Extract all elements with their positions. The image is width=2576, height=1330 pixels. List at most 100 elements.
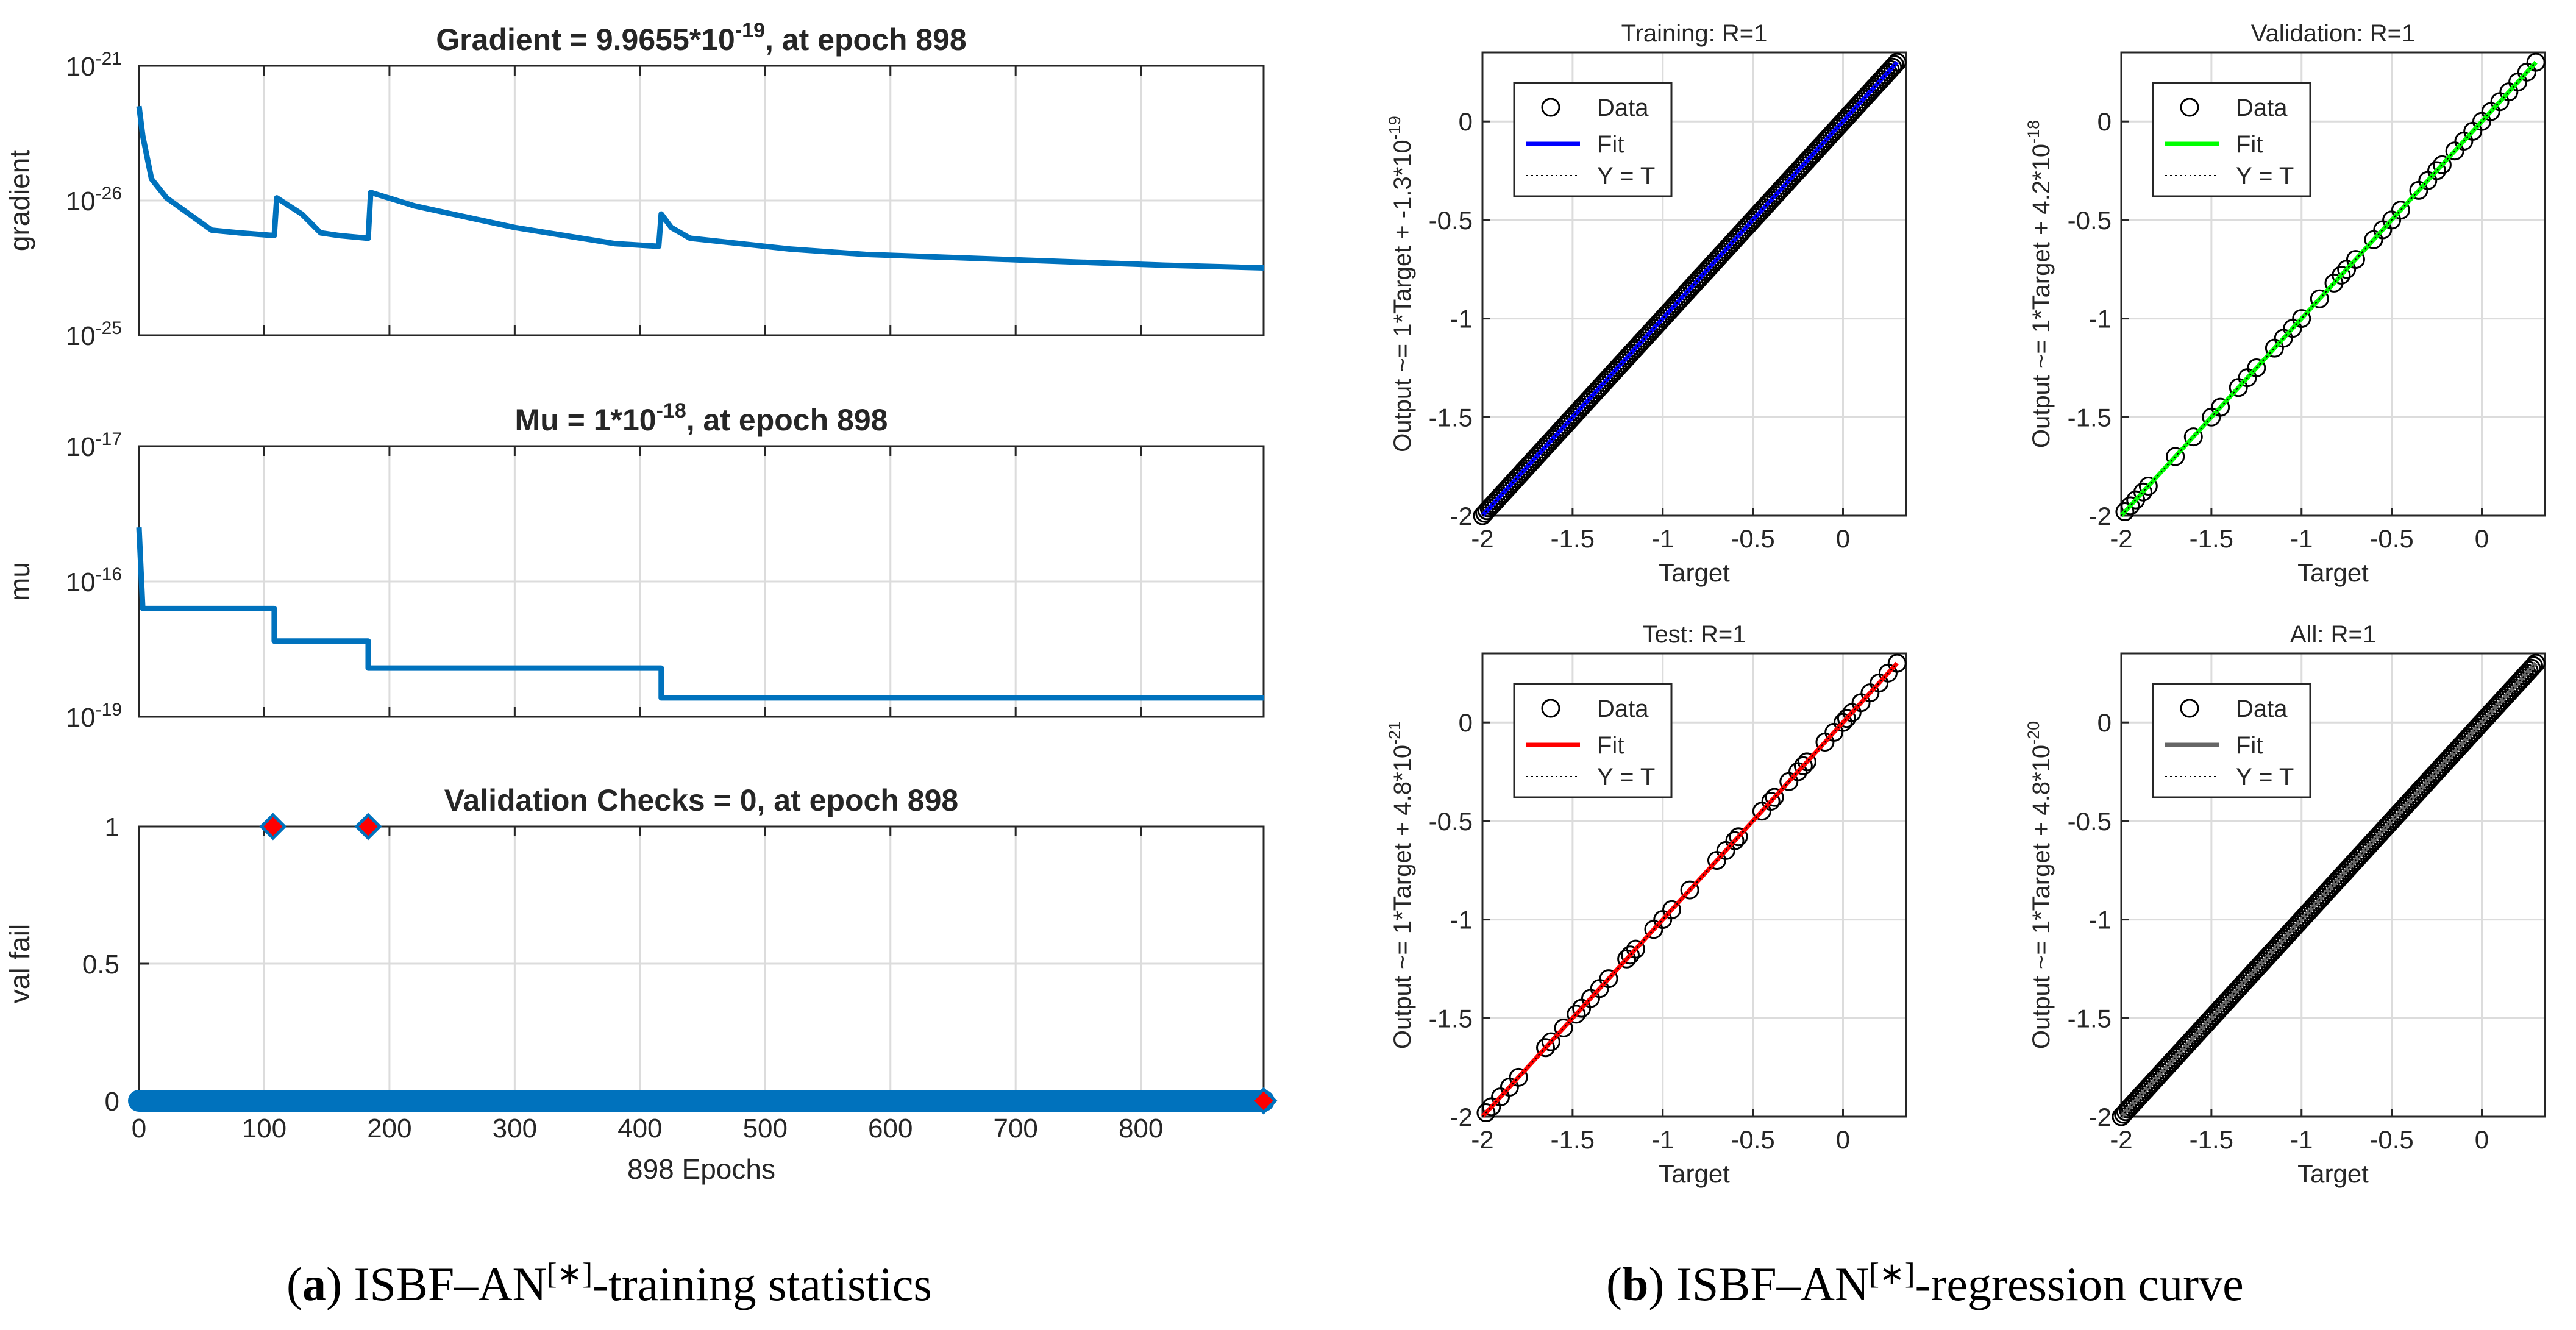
fit-line (2119, 60, 2538, 517)
data-point (2121, 496, 2140, 516)
x-tick-label: -2 (2110, 1125, 2132, 1154)
data-point (2247, 358, 2266, 377)
training-plot-3: Validation Checks = 0, at epoch 898 val f… (4, 783, 1278, 1185)
val-fail-marker (1250, 1087, 1278, 1115)
axes-box (2120, 51, 2546, 517)
training-plot-2: Mu = 1*10-18, at epoch 898 mu 10-17 10-16 10… (4, 399, 1265, 733)
data-point (2522, 658, 2541, 678)
data-point (2526, 52, 2546, 72)
data-point (2133, 482, 2152, 502)
legend-data-symbol (2180, 98, 2199, 117)
x-tick-label: 0 (1836, 1125, 1850, 1154)
data-point (1761, 792, 1781, 811)
y-tick-label: -1 (2089, 305, 2112, 333)
x-axis-label: Target (1659, 1159, 1730, 1188)
y-tick-label: 10-16 (66, 564, 122, 597)
data-point (1621, 945, 1640, 965)
data-point (1567, 1005, 1586, 1024)
fit-line (1481, 60, 1899, 517)
x-tick-label: -1 (2290, 524, 2313, 553)
legend-data-symbol (1541, 98, 1560, 117)
x-tick-label: 100 (242, 1114, 286, 1143)
x-tick-label: -0.5 (2369, 1125, 2413, 1154)
plot-title: Validation: R=1 (2251, 20, 2415, 47)
data-point (2211, 397, 2230, 417)
data-point (2292, 309, 2311, 329)
data-point (2524, 656, 2544, 675)
x-tick-label: -0.5 (1731, 524, 1774, 553)
legend-yt-label: Y = T (1597, 163, 1655, 190)
data-point (1883, 57, 1902, 77)
y-tick-label: -0.5 (2068, 206, 2112, 235)
y-tick-label: -2 (1450, 502, 1473, 530)
data-point (1887, 52, 1907, 72)
caption-b: (b) ISBF–AN[∗]-regression curve (1606, 1256, 2244, 1310)
data-point (2427, 161, 2447, 180)
axes-box (138, 65, 1265, 336)
data-point (1599, 969, 1618, 989)
x-tick-label: -1.5 (2190, 524, 2233, 553)
y-tick-label: -2 (2089, 502, 2112, 530)
data-point (1536, 1038, 1556, 1058)
y-axis-label: val fail (4, 924, 35, 1003)
legend-fit-label: Fit (2236, 131, 2263, 158)
y-tick-label: 10-21 (66, 49, 122, 82)
x-tick-label: -1 (1651, 1125, 1674, 1154)
series-line (136, 105, 1264, 271)
x-tick-label: 0 (2475, 1125, 2489, 1154)
data-point (1554, 1018, 1573, 1037)
legend-yt-label: Y = T (1597, 764, 1655, 791)
x-tick-label: -2 (1471, 524, 1493, 553)
legend-data-symbol (1541, 699, 1560, 718)
legend-yt-label: Y = T (2236, 163, 2294, 190)
y-tick-label: -1.5 (1429, 1004, 1473, 1033)
legend-data-label: Data (2236, 695, 2288, 722)
y-tick-label: 1 (105, 813, 119, 842)
y-tick-label: -1.5 (2068, 1004, 2112, 1033)
legend-box (2152, 82, 2311, 197)
data-point (1725, 831, 1745, 850)
x-tick-label: -1.5 (1551, 1125, 1595, 1154)
x-tick-label: -0.5 (1731, 1125, 1774, 1154)
data-point (2519, 661, 2539, 680)
regression-plot-2: -2-2 -1.5 -1.5 -1 -1 -0.5 -0.5 0 0 Validation: R=… (2024, 20, 2546, 587)
legend-box (1513, 683, 1673, 798)
x-tick-label: -1 (1651, 524, 1674, 553)
data-point (2138, 476, 2158, 496)
legend-box (2152, 683, 2311, 798)
x-tick-label: 200 (367, 1114, 411, 1143)
y-tick-label: -1 (1450, 305, 1473, 333)
data-point (1729, 827, 1748, 847)
x-tick-label: 300 (493, 1114, 537, 1143)
data-point (1797, 752, 1816, 772)
legend-fit-label: Fit (1597, 732, 1624, 759)
data-point (1680, 880, 1699, 900)
legend-fit-label: Fit (2236, 732, 2263, 759)
y-tick-label: 0.5 (82, 950, 119, 980)
data-point (2183, 427, 2203, 447)
legend-fit-label: Fit (1597, 131, 1624, 158)
legend-data-label: Data (1597, 94, 1649, 121)
data-point (2115, 502, 2135, 522)
plot-title: All: R=1 (2290, 621, 2376, 648)
x-tick-label: 400 (617, 1114, 662, 1143)
data-point (2346, 250, 2365, 269)
plot-title: Validation Checks = 0, at epoch 898 (444, 783, 958, 817)
y-tick-label: 0 (2097, 708, 2112, 737)
legend-data-label: Data (1597, 695, 1649, 722)
x-tick-label: 700 (993, 1114, 1037, 1143)
x-tick-label: 0 (132, 1114, 146, 1143)
x-axis-label: Target (2297, 1159, 2369, 1188)
regression-plot-3: -2-2 -1.5 -1.5 -1 -1 -0.5 -0.5 0 0 Test: R=1 Targe… (1386, 621, 1907, 1188)
regression-plot-1: -2-2 -1.5 -1.5 -1 -1 -0.5 -0.5 0 0 Training: R=1 T… (1386, 20, 1907, 587)
y-tick-label: -0.5 (1429, 807, 1473, 836)
legend-box (1513, 82, 1673, 197)
data-point (2526, 653, 2546, 673)
x-tick-label: 600 (868, 1114, 913, 1143)
fit-line (2119, 661, 2538, 1118)
data-point (2432, 155, 2452, 174)
data-point (1837, 709, 1856, 728)
y-axis-label: Output ~= 1*Target + 4.2*10-18 (2024, 120, 2055, 448)
y-tick-label: 0 (1459, 708, 1473, 737)
legend-data-symbol (2180, 699, 2199, 718)
